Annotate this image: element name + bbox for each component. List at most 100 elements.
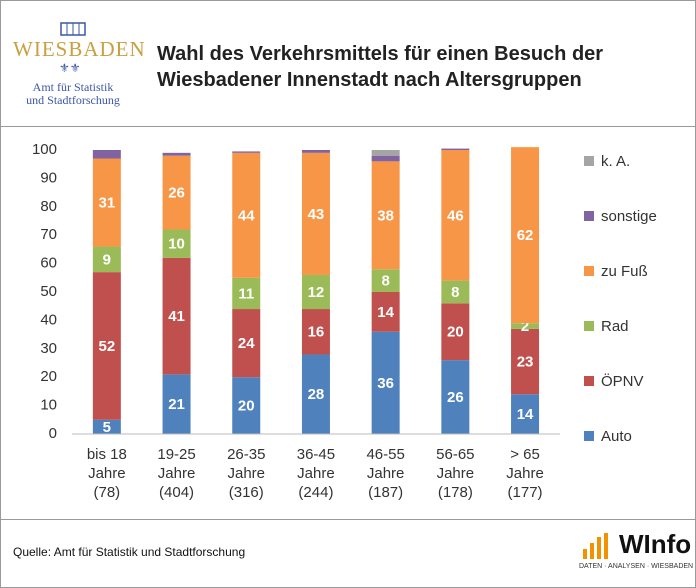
bar-segment — [92, 419, 121, 434]
legend-label: ÖPNV — [601, 372, 644, 390]
bar-segment — [371, 161, 400, 270]
data-label: 46 — [447, 207, 464, 224]
logo-lilies: ⚜⚜ — [59, 61, 81, 75]
bar-segment — [92, 246, 121, 273]
bar-segment — [441, 150, 470, 281]
bar-segment — [511, 147, 540, 324]
brand-icon — [583, 533, 608, 559]
bar-segment — [441, 280, 470, 304]
y-tick-label: 70 — [40, 226, 57, 243]
bar-segment — [301, 152, 330, 275]
bar-segment — [232, 277, 261, 310]
bar-segment — [232, 377, 261, 434]
y-tick-label: 80 — [40, 198, 57, 215]
data-label: 8 — [451, 284, 459, 301]
legend-swatch — [584, 211, 594, 221]
data-label: 26 — [447, 389, 464, 406]
y-tick-label: 30 — [40, 340, 57, 357]
bar-segment — [371, 155, 400, 162]
bar-segment — [92, 150, 121, 159]
data-label: 62 — [517, 227, 534, 244]
data-label: 2 — [521, 318, 529, 335]
data-label: 9 — [103, 251, 111, 268]
data-label: 44 — [238, 207, 255, 224]
x-tick-label: 19-25 Jahre (404) — [157, 446, 196, 501]
footer-divider — [1, 519, 695, 520]
bar-segment — [162, 155, 191, 230]
bar-segment — [511, 323, 540, 329]
y-tick-label: 60 — [40, 255, 57, 272]
data-label: 12 — [308, 284, 325, 301]
bar-segment — [162, 229, 191, 258]
bar-segment — [371, 292, 400, 332]
header-divider — [1, 126, 695, 127]
x-tick-label: 56-65 Jahre (178) — [436, 446, 475, 501]
y-tick-label: 50 — [40, 283, 57, 300]
bar-segment — [371, 331, 400, 434]
data-label: 11 — [238, 285, 254, 302]
legend-label: sonstige — [601, 208, 657, 225]
data-label: 21 — [168, 396, 185, 413]
logo-emblem — [60, 22, 86, 36]
legend-label: Auto — [601, 428, 632, 445]
data-label: 26 — [168, 185, 185, 202]
y-tick-label: 0 — [49, 425, 57, 442]
data-label: 5 — [103, 419, 111, 436]
bar-segment — [162, 374, 191, 434]
data-label: 52 — [99, 338, 116, 355]
bar-segment — [162, 257, 191, 375]
bar-segment — [301, 150, 330, 153]
bar-segment — [511, 394, 540, 434]
bar-segment — [232, 151, 261, 153]
office-name: Amt für Statistik und Stadtforschung — [26, 80, 120, 107]
y-tick-label: 100 — [32, 141, 57, 158]
data-label: 36 — [377, 375, 394, 392]
logo-text: WIESBADEN — [13, 37, 146, 61]
bar-segment — [232, 152, 261, 278]
source: Quelle: Amt für Statistik und Stadtforsc… — [13, 545, 246, 559]
data-label: 24 — [238, 335, 255, 352]
data-label: 43 — [308, 206, 325, 223]
data-label: 20 — [447, 324, 464, 341]
bar-segment — [301, 309, 330, 355]
bar-segment — [371, 150, 400, 156]
bar-segment — [511, 328, 540, 395]
bar-segment — [441, 303, 470, 361]
legend-label: zu Fuß — [601, 263, 648, 280]
bar-segment — [371, 269, 400, 292]
y-tick-label: 90 — [40, 169, 57, 186]
x-tick-label: 26-35 Jahre (316) — [227, 446, 266, 501]
chart-title: Wahl des Verkehrsmittels für einen Besuc… — [157, 43, 604, 91]
data-label: 28 — [308, 386, 325, 403]
bar-segment — [232, 309, 261, 378]
legend-swatch — [584, 156, 594, 166]
bar-segment — [162, 152, 191, 156]
brand: WInfo — [619, 529, 692, 559]
x-tick-label: 36-45 Jahre (244) — [296, 446, 336, 501]
x-tick-label: 46-55 Jahre (187) — [366, 446, 405, 501]
bar-segment — [441, 148, 470, 150]
bar-segment — [92, 158, 121, 247]
legend-swatch — [584, 431, 594, 441]
x-tick-label: bis 18 Jahre (78) — [86, 446, 127, 501]
data-label: 10 — [168, 236, 185, 253]
y-tick-label: 20 — [40, 368, 57, 385]
y-tick-label: 10 — [40, 397, 57, 414]
legend-label: k. A. — [601, 153, 630, 170]
data-label: 16 — [308, 324, 325, 341]
brand-tagline: DATEN · ANALYSEN · WIESBADEN — [579, 563, 694, 570]
legend-swatch — [584, 266, 594, 276]
legend-swatch — [584, 321, 594, 331]
data-label: 14 — [377, 304, 394, 321]
legend-label: Rad — [601, 318, 629, 335]
legend-swatch — [584, 376, 594, 386]
data-label: 31 — [99, 195, 116, 212]
bar-segment — [301, 274, 330, 310]
bar-segment — [441, 360, 470, 434]
bar-segment — [301, 354, 330, 434]
bar-segment — [92, 272, 121, 420]
y-tick-label: 40 — [40, 311, 57, 328]
data-label: 14 — [517, 406, 534, 423]
